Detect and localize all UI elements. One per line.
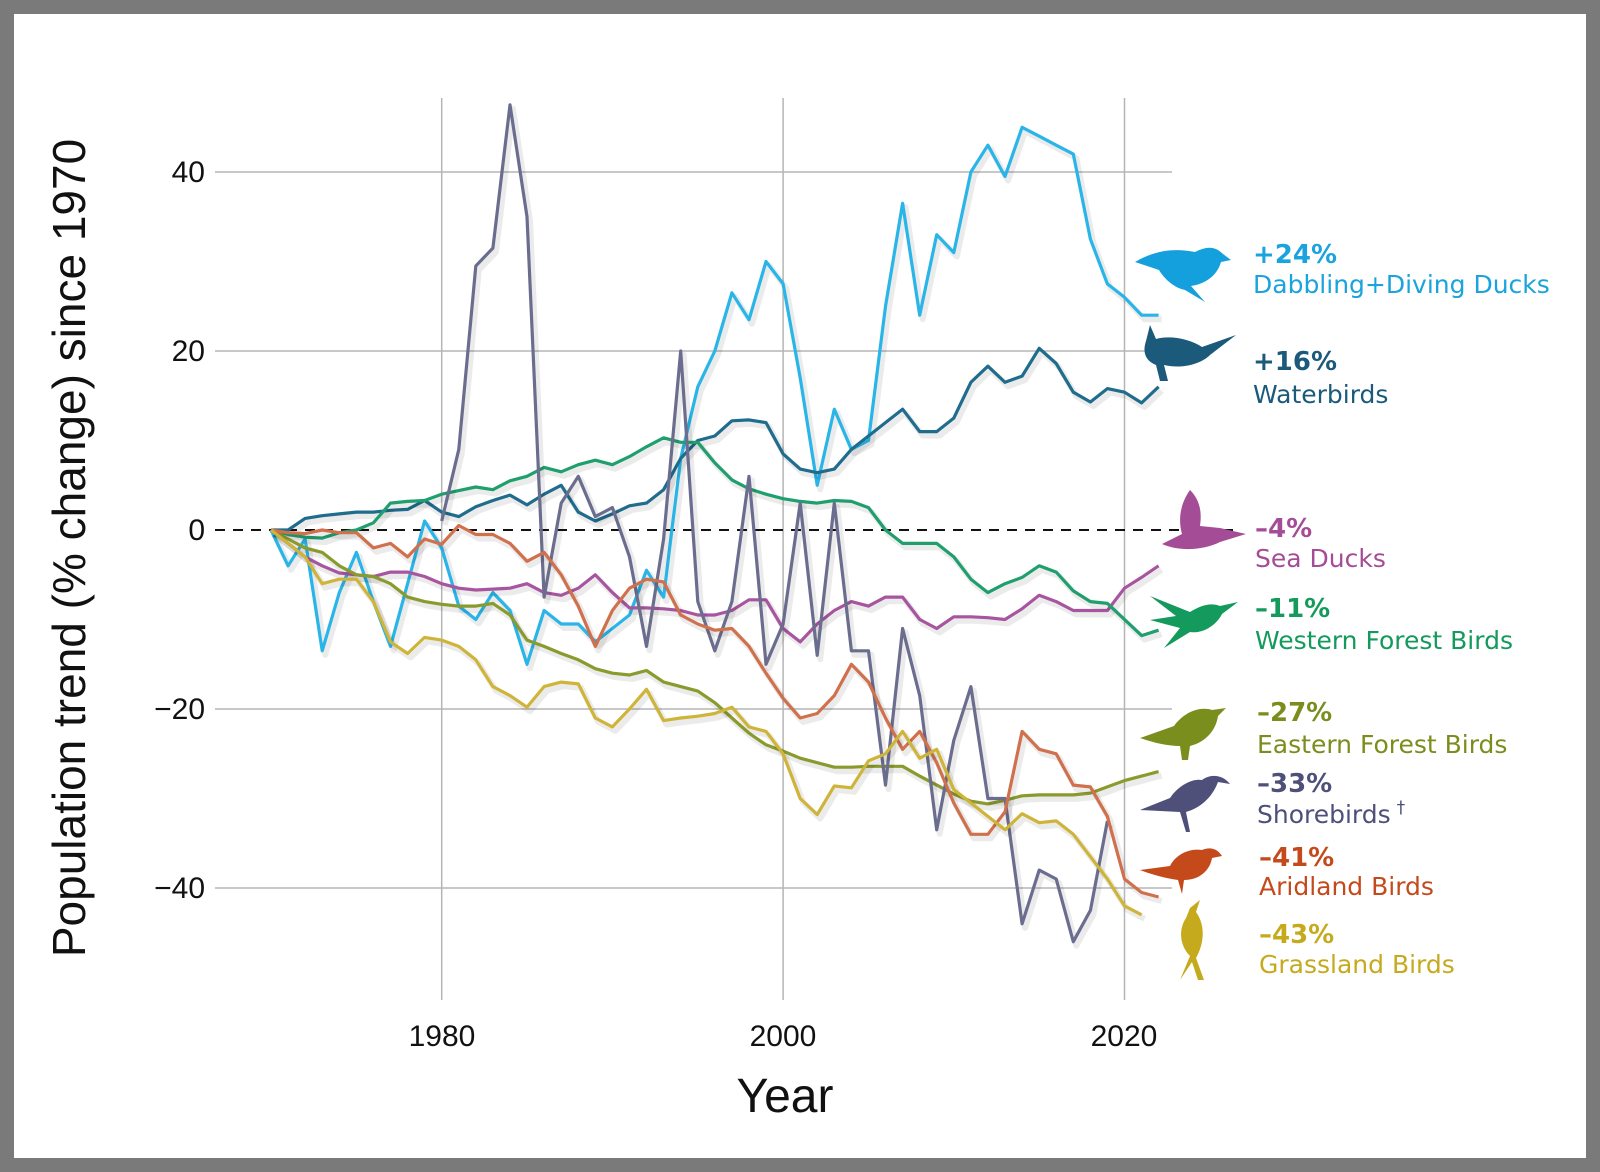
x-tick-label: 1980 — [409, 1020, 476, 1053]
shorebird-silhouette-icon — [1140, 775, 1230, 832]
legend-name: Sea Ducks — [1255, 544, 1386, 573]
legend-name: Dabbling+Diving Ducks — [1253, 270, 1550, 299]
y-tick-label: 20 — [172, 335, 205, 368]
footnote-dagger: † — [1397, 798, 1406, 818]
sea-duck-silhouette-icon — [1162, 490, 1246, 550]
bird-icons — [1135, 247, 1246, 980]
y-tick-label: 0 — [188, 514, 205, 547]
legend-name: Waterbirds — [1253, 380, 1388, 409]
legend-percent: –33% — [1257, 769, 1332, 799]
series-line-eastern-forest-birds — [270, 528, 1160, 806]
legend-percent: –11% — [1255, 594, 1330, 624]
legend-entry-sea-ducks: –4% Sea Ducks — [1255, 514, 1386, 573]
legend-name-text: Shorebirds — [1257, 800, 1391, 829]
duck-silhouette-icon — [1135, 247, 1231, 302]
x-tick-labels: 1980 2000 2020 — [409, 1020, 1158, 1053]
legend-percent: +16% — [1253, 347, 1337, 377]
legend-name: Eastern Forest Birds — [1257, 730, 1507, 759]
legend-entry-shorebirds: –33% Shorebirds † — [1257, 769, 1406, 829]
songbird-silhouette-icon — [1140, 708, 1226, 760]
legend-name: Grassland Birds — [1259, 950, 1455, 979]
series-line-dabbling-diving-ducks — [269, 125, 1159, 666]
y-tick-label: −20 — [154, 693, 205, 726]
series-line-waterbirds — [271, 346, 1160, 532]
legend-entry-dabbling-diving-ducks: +24% Dabbling+Diving Ducks — [1253, 240, 1550, 299]
meadowlark-silhouette-icon — [1180, 900, 1204, 980]
wren-silhouette-icon — [1140, 848, 1222, 894]
x-tick-label: 2000 — [750, 1020, 817, 1053]
series-line-western-forest-birds — [270, 436, 1160, 638]
series-shadow-dabbling-diving-ducks — [271, 128, 1162, 672]
legend: +24% Dabbling+Diving Ducks +16% Waterbir… — [1253, 240, 1550, 979]
waterbird-silhouette-icon — [1144, 325, 1236, 381]
chart-frame: 40 20 0 −20 −40 1980 2000 2020 Year Popu… — [14, 14, 1586, 1158]
series-shadow-waterbirds — [274, 349, 1164, 537]
series-line-shorebirds — [440, 103, 1109, 944]
legend-percent: –4% — [1255, 514, 1312, 544]
hummingbird-silhouette-icon — [1150, 596, 1238, 648]
series-line-grassland-birds — [270, 528, 1143, 917]
y-tick-label: −40 — [154, 872, 205, 905]
series-shadow-shorebirds — [441, 105, 1114, 949]
legend-percent: –43% — [1259, 920, 1334, 950]
line-chart: 40 20 0 −20 −40 1980 2000 2020 Year Popu… — [43, 98, 1550, 1123]
legend-entry-grassland-birds: –43% Grassland Birds — [1259, 920, 1455, 979]
y-tick-label: 40 — [172, 156, 205, 189]
legend-name: Shorebirds † — [1257, 798, 1406, 829]
y-tick-labels: 40 20 0 −20 −40 — [154, 156, 205, 905]
legend-entry-aridland-birds: –41% Aridland Birds — [1259, 843, 1434, 901]
legend-percent: –41% — [1259, 843, 1334, 873]
series-shadow-sea-ducks — [272, 531, 1164, 649]
legend-name: Western Forest Birds — [1255, 626, 1513, 655]
legend-name: Aridland Birds — [1259, 872, 1434, 901]
legend-entry-eastern-forest-birds: –27% Eastern Forest Birds — [1257, 698, 1507, 759]
series-shadow-aridland-birds — [273, 526, 1163, 904]
y-axis-label: Population trend (% change) since 1970 — [43, 139, 95, 957]
legend-entry-waterbirds: +16% Waterbirds — [1253, 347, 1388, 409]
x-axis-label: Year — [737, 1070, 834, 1123]
x-tick-label: 2020 — [1091, 1020, 1158, 1053]
series-lines — [269, 103, 1164, 949]
series-line-sea-ducks — [270, 528, 1160, 644]
legend-entry-western-forest-birds: –11% Western Forest Birds — [1255, 594, 1513, 655]
legend-percent: –27% — [1257, 698, 1332, 728]
legend-percent: +24% — [1253, 240, 1337, 270]
gridlines — [215, 98, 1240, 1000]
series-line-aridland-birds — [270, 523, 1160, 899]
